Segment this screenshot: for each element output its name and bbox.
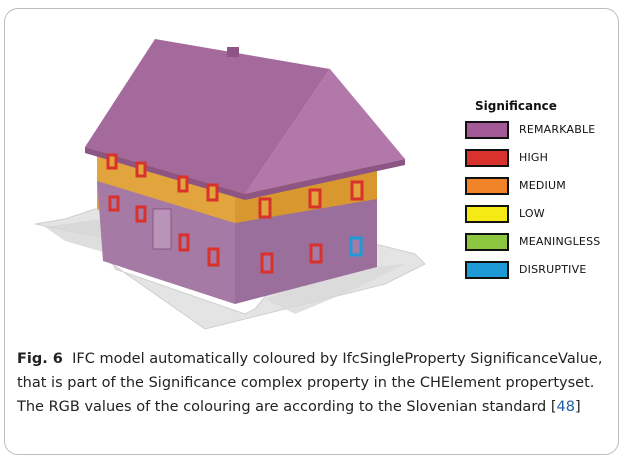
lower-side-windows <box>260 243 323 274</box>
roof-eave <box>85 147 245 200</box>
legend-title: Significance <box>475 99 557 113</box>
figure-label: Fig. 6 <box>17 351 63 367</box>
reference-link[interactable]: 48 <box>556 399 575 415</box>
roof-side <box>245 69 405 194</box>
legend-item-high: HIGH <box>465 149 618 169</box>
legend-item-meaningless: MEANINGLESS <box>465 233 618 253</box>
terrain-speckle <box>45 219 110 254</box>
legend-item-remarkable: REMARKABLE <box>465 121 618 141</box>
door <box>152 208 172 250</box>
legend-swatch <box>465 205 509 223</box>
lower-front-windows <box>108 195 220 267</box>
caption-text-end: ] <box>574 399 581 415</box>
upper-side-windows <box>258 180 364 219</box>
legend-swatch <box>465 149 509 167</box>
legend-label: DISRUPTIVE <box>519 263 587 276</box>
upper-band-front <box>97 149 235 223</box>
legend-label: HIGH <box>519 151 549 164</box>
legend-label: REMARKABLE <box>519 123 596 136</box>
legend-swatch <box>465 233 509 251</box>
building-model-render <box>34 39 426 330</box>
legend-swatch <box>465 121 509 139</box>
legend-swatch <box>465 177 509 195</box>
legend-label: MEDIUM <box>519 179 566 192</box>
legend-item-low: LOW <box>465 205 618 225</box>
roof-main <box>85 39 330 194</box>
caption-text: IFC model automatically coloured by IfcS… <box>17 351 603 415</box>
lower-wall-side <box>235 197 377 304</box>
figure-caption: Fig. 6 IFC model automatically coloured … <box>17 347 607 419</box>
legend-label: LOW <box>519 207 545 220</box>
chimney <box>227 47 239 57</box>
terrain-speckle <box>265 264 405 314</box>
legend-swatch <box>465 261 509 279</box>
legend-item-medium: MEDIUM <box>465 177 618 197</box>
legend-item-disruptive: DISRUPTIVE <box>465 261 618 281</box>
disruptive-window <box>349 236 363 257</box>
upper-front-windows <box>106 153 219 202</box>
legend-label: MEANINGLESS <box>519 235 601 248</box>
roof-eave-side <box>245 159 405 200</box>
figure-frame: Significance REMARKABLE HIGH MEDIUM LOW … <box>4 8 619 455</box>
